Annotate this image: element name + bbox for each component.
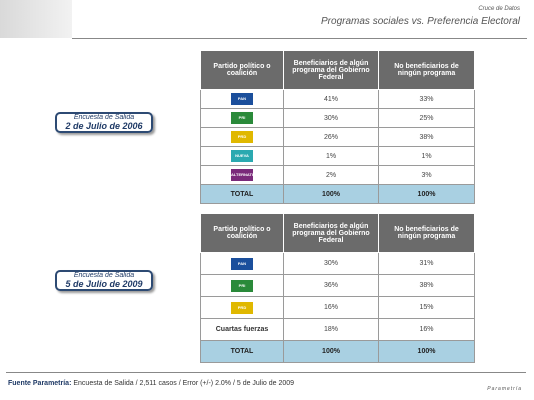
value-cell: 31%	[378, 252, 475, 275]
data-row: PAN 30% 31%	[200, 252, 475, 275]
value-cell: 30%	[283, 252, 379, 275]
survey-label: Encuesta de Salida	[73, 272, 135, 279]
total-cell: 100%	[283, 340, 379, 363]
data-row: PAN 41% 33%	[200, 89, 475, 109]
value-cell: 26%	[283, 127, 379, 147]
data-row: PRI 36% 38%	[200, 274, 475, 297]
party-cell: PRI	[200, 274, 284, 297]
results-table: Partido político o coalición Beneficiario…	[200, 50, 475, 204]
value-cell: 18%	[283, 318, 379, 341]
data-row: NUEVA ALIANZA 1% 1%	[200, 146, 475, 170]
survey-box: Encuesta de Salida 5 de Julio de 2009	[55, 270, 153, 291]
party-cell: Cuartas fuerzas	[200, 318, 284, 341]
header-rule	[72, 38, 527, 39]
party-cell: PAN	[200, 89, 284, 109]
value-cell: 30%	[283, 108, 379, 128]
party-cell: NUEVA ALIANZA	[200, 146, 284, 170]
party-cell: PRD	[200, 296, 284, 319]
footer-rule	[6, 372, 526, 373]
survey-date: 2 de Julio de 2006	[65, 121, 143, 131]
header-image	[0, 0, 72, 38]
value-cell: 15%	[378, 296, 475, 319]
party-cell: PAN	[200, 252, 284, 275]
header-row: Partido político o coalición Beneficiario…	[200, 213, 475, 253]
survey-date: 5 de Julio de 2009	[65, 279, 143, 289]
party-logo: ALTERNATIVA	[231, 169, 258, 181]
header-row: Partido político o coalición Beneficiario…	[200, 50, 475, 90]
party-logo: NUEVA ALIANZA	[231, 150, 253, 170]
data-row: PRI 30% 25%	[200, 108, 475, 128]
column-header: Beneficiarios de algún programa del Gobi…	[283, 50, 379, 90]
total-cell: 100%	[283, 184, 379, 204]
value-cell: 38%	[378, 127, 475, 147]
value-cell: 38%	[378, 274, 475, 297]
data-row: Cuartas fuerzas 18% 16%	[200, 318, 475, 341]
header-kicker: Cruce de Datos	[478, 6, 520, 12]
total-cell: 100%	[378, 340, 475, 363]
party-cell: PRI	[200, 108, 284, 128]
data-row: PRD 26% 38%	[200, 127, 475, 147]
results-table: Partido político o coalición Beneficiario…	[200, 213, 475, 363]
value-cell: 36%	[283, 274, 379, 297]
value-cell: 33%	[378, 89, 475, 109]
total-row: TOTAL 100% 100%	[200, 340, 475, 363]
party-logo: PRD	[231, 301, 253, 314]
source-text: Encuesta de Salida / 2,511 casos / Error…	[73, 380, 295, 387]
party-logo: PAN	[231, 93, 253, 105]
column-header: Partido político o coalición	[200, 50, 284, 90]
column-header: Beneficiarios de algún programa del Gobi…	[283, 213, 379, 253]
party-logo: PRD	[231, 131, 253, 143]
data-row: PRD 16% 15%	[200, 296, 475, 319]
footer-source: Fuente Parametría: Encuesta de Salida / …	[8, 380, 294, 387]
party-cell: PRD	[200, 127, 284, 147]
survey-box: Encuesta de Salida 2 de Julio de 2006	[55, 112, 153, 133]
value-cell: 3%	[378, 165, 475, 185]
survey-label: Encuesta de Salida	[73, 114, 135, 121]
total-cell: 100%	[378, 184, 475, 204]
party-label: Cuartas fuerzas	[215, 326, 269, 333]
value-cell: 41%	[283, 89, 379, 109]
brand: Parametría	[487, 386, 522, 392]
total-cell: TOTAL	[200, 184, 284, 204]
source-label: Fuente Parametría:	[8, 380, 72, 387]
data-row: ALTERNATIVA 2% 3%	[200, 165, 475, 185]
value-cell: 16%	[283, 296, 379, 319]
value-cell: 25%	[378, 108, 475, 128]
value-cell: 16%	[378, 318, 475, 341]
total-row: TOTAL 100% 100%	[200, 184, 475, 204]
column-header: No beneficiarios de ningún programa	[378, 213, 475, 253]
party-logo: PAN	[231, 257, 253, 270]
column-header: Partido político o coalición	[200, 213, 284, 253]
party-cell: ALTERNATIVA	[200, 165, 284, 185]
total-cell: TOTAL	[200, 340, 284, 363]
column-header: No beneficiarios de ningún programa	[378, 50, 475, 90]
header-title: Programas sociales vs. Preferencia Elect…	[321, 16, 520, 27]
party-logo: PRI	[231, 279, 253, 292]
party-logo: PRI	[231, 112, 253, 124]
value-cell: 2%	[283, 165, 379, 185]
value-cell: 1%	[283, 146, 379, 166]
value-cell: 1%	[378, 146, 475, 166]
